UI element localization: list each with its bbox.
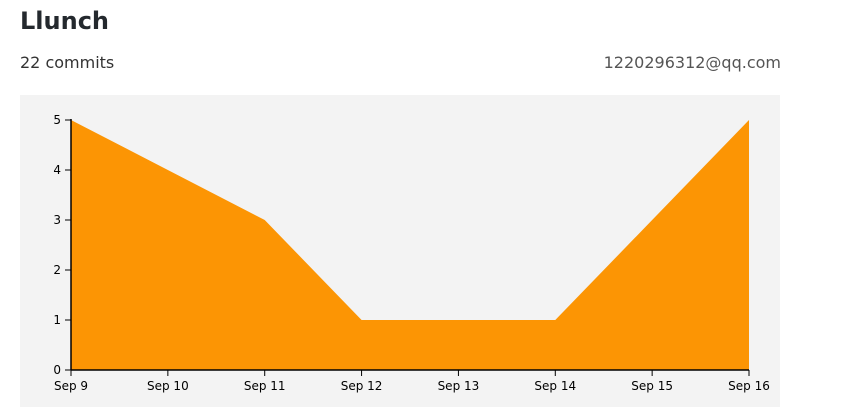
y-tick-label-2: 2 <box>53 263 61 277</box>
repo-title: Llunch <box>20 7 110 35</box>
author-email: 1220296312@qq.com <box>603 53 781 72</box>
y-tick-label-1: 1 <box>53 313 61 327</box>
x-tick-label-7: Sep 16 <box>728 379 770 393</box>
commit-area-chart: 0 1 2 3 4 5 Sep 9 Sep 10 Sep 11 Sep 12 Sep 13 Sep 1… <box>53 113 770 393</box>
commit-count: 22 commits <box>20 53 115 72</box>
x-tick-label-0: Sep 9 <box>54 379 88 393</box>
commit-area <box>71 120 749 370</box>
x-tick-label-4: Sep 13 <box>438 379 480 393</box>
y-tick-label-4: 4 <box>53 163 61 177</box>
y-tick-label-5: 5 <box>53 113 61 127</box>
x-tick-label-2: Sep 11 <box>244 379 286 393</box>
y-tick-label-0: 0 <box>53 363 61 377</box>
x-tick-label-3: Sep 12 <box>341 379 383 393</box>
y-tick-label-3: 3 <box>53 213 61 227</box>
commit-chart: 0 1 2 3 4 5 Sep 9 Sep 10 Sep 11 Sep 12 Sep 13 Sep 1… <box>20 95 780 407</box>
x-tick-label-1: Sep 10 <box>147 379 189 393</box>
x-tick-label-5: Sep 14 <box>534 379 576 393</box>
x-tick-label-6: Sep 15 <box>631 379 673 393</box>
